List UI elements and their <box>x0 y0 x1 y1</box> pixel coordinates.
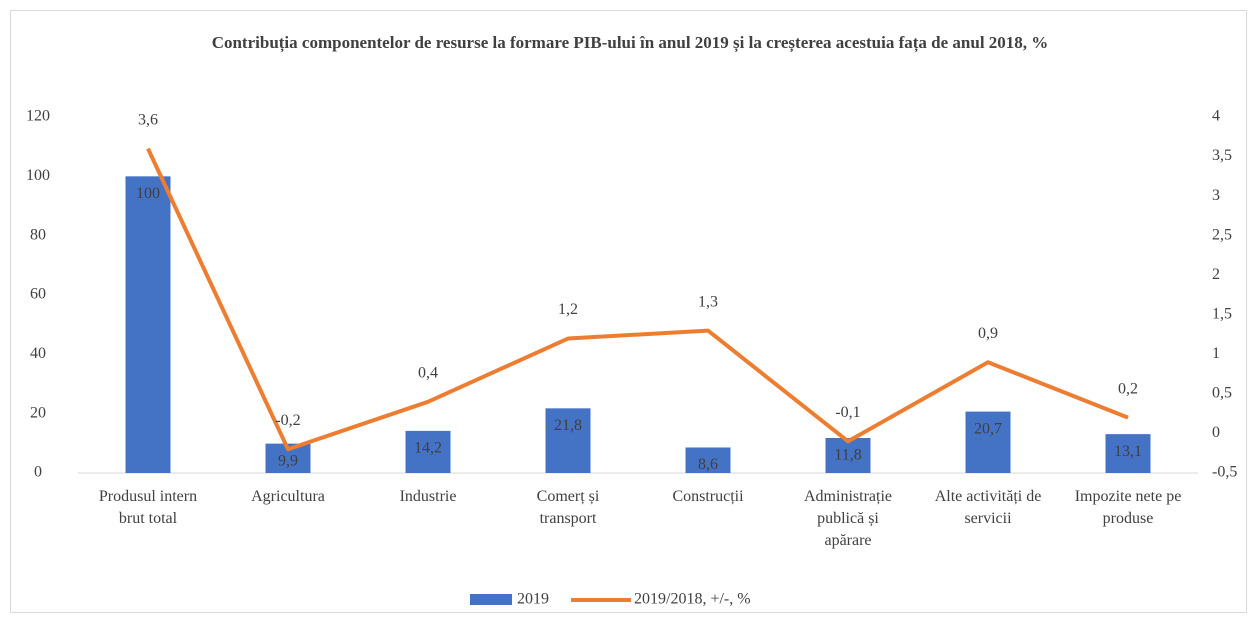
y2-tick-label: 2,5 <box>1212 226 1232 243</box>
x-tick-label: Industrie <box>399 488 457 505</box>
bar-value-label: 8,6 <box>698 456 718 473</box>
y-tick-label: 120 <box>26 108 50 125</box>
bar <box>1105 434 1151 473</box>
x-tick-label: Impozite nete pe produse <box>1074 488 1182 527</box>
y-tick-label: 80 <box>30 226 46 243</box>
y-tick-label: 100 <box>26 167 50 184</box>
y2-tick-label: 1,5 <box>1212 305 1232 322</box>
y2-tick-label: 0,5 <box>1212 385 1232 402</box>
line-value-label: 0,9 <box>978 325 998 342</box>
bar-value-label: 9,9 <box>278 452 298 469</box>
y-tick-label: 0 <box>34 464 42 481</box>
y-tick-label: 60 <box>30 286 46 303</box>
x-tick-label: Produsul intern brut total <box>98 488 198 527</box>
x-tick-label: Agricultura <box>251 488 325 505</box>
bar-value-label: 14,2 <box>414 440 442 457</box>
bar-value-label: 13,1 <box>1114 443 1142 460</box>
x-tick-label: Alte activități de servicii <box>934 488 1042 527</box>
legend-label: 2019/2018, +/-, % <box>634 591 751 608</box>
y2-tick-label: 2 <box>1212 266 1220 283</box>
bar-value-label: 100 <box>136 185 160 202</box>
line-value-label: 1,3 <box>698 293 718 310</box>
x-tick-label: Construcții <box>672 488 744 505</box>
bar <box>965 411 1011 473</box>
bar <box>405 430 451 473</box>
legend-label: 2019 <box>517 591 549 608</box>
chart-title: Contribuția componentelor de resurse la … <box>211 33 1049 52</box>
x-tick-label: Administrație publică și apărare <box>804 488 892 549</box>
bar-value-label: 20,7 <box>974 420 1002 437</box>
line-value-label: -0,2 <box>275 412 300 429</box>
bar <box>125 176 171 474</box>
bar <box>685 447 731 473</box>
y-tick-label: 20 <box>30 404 46 421</box>
line-value-label: -0,1 <box>835 404 860 421</box>
y2-tick-label: 1 <box>1212 345 1220 362</box>
bar-value-label: 21,8 <box>554 417 582 434</box>
chart-border <box>10 10 1247 613</box>
line-value-label: 1,2 <box>558 301 578 318</box>
y-tick-label: 40 <box>30 345 46 362</box>
y2-tick-label: 4 <box>1212 108 1220 125</box>
x-tick-label: Comerț și transport <box>536 488 600 527</box>
line <box>146 147 1129 452</box>
bar <box>825 437 871 473</box>
bar <box>545 408 591 473</box>
y2-tick-label: -0,5 <box>1212 464 1237 481</box>
line-value-label: 0,4 <box>418 364 438 381</box>
line-value-label: 0,2 <box>1118 380 1138 397</box>
y2-tick-label: 0 <box>1212 424 1220 441</box>
legend-swatch <box>470 594 512 605</box>
y2-tick-label: 3,5 <box>1212 147 1232 164</box>
y2-tick-label: 3 <box>1212 187 1220 204</box>
bar-value-label: 11,8 <box>834 447 861 464</box>
line-value-label: 3,6 <box>138 111 158 128</box>
